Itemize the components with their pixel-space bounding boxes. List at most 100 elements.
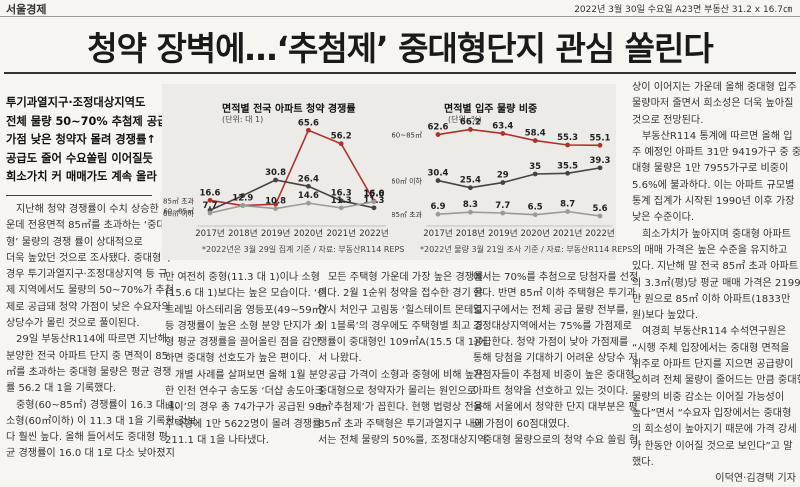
data-label: 66.2 — [460, 117, 481, 127]
article-line: 한다. 반면 85㎡ 이하 주택형은 투기과 — [473, 288, 636, 300]
data-label: 15.6 — [364, 190, 385, 200]
article-line: 한 인천 연수구 송도동 ‘더샵 송도아크 — [165, 386, 324, 398]
article-line: 등 경쟁률이 높은 소형 분양 단지가 소 — [165, 320, 324, 332]
data-point — [500, 180, 506, 185]
data-label: 7.7 — [202, 201, 217, 211]
article-line: (15.6 대 1)보다는 높은 모습이다. ‘센 — [165, 288, 327, 300]
data-label: 11.3 — [331, 196, 352, 206]
chart-title: 면적별 전국 아파트 청약 경쟁률 — [222, 104, 356, 115]
article-line: 서는 전체 물량의 50%를, 조정대상지역 — [318, 434, 487, 446]
x-tick-label: 2021년 — [553, 228, 582, 239]
data-label: 39.3 — [590, 156, 611, 166]
article-line: 중대형 물량으로의 청약 수요 쏠림 현 — [483, 434, 639, 446]
data-label: 65.6 — [298, 118, 319, 128]
chart-title: 면적별 입주 물량 비중 — [444, 104, 538, 115]
data-point — [207, 197, 213, 203]
article-line: 물량의 비중 감소는 이어질 가능성이 — [632, 391, 785, 403]
data-point — [565, 170, 570, 176]
x-tick-label: 2022년 — [359, 228, 388, 239]
data-point — [532, 212, 538, 218]
data-label: 29 — [497, 171, 509, 181]
subhead: 투기과열지구·조정대상지역도 — [6, 96, 146, 109]
article-line: 오히려 전체 물량이 줄어드는 만큼 중대형 — [632, 375, 800, 387]
data-point — [435, 178, 441, 183]
article-line: 는 ‘추첨제’가 꼽힌다. 현행 법령상 전용 — [318, 402, 483, 414]
subhead: 가점 낮은 청약자 몰려 경쟁률↑ — [6, 133, 156, 147]
article-line: 5.6%에 불과하다. 이는 아파트 규모별 — [632, 179, 795, 191]
data-point — [338, 198, 344, 204]
article-line: 것으로 전망된다. — [632, 114, 704, 126]
chart-unit: (단위: 대 1) — [222, 115, 264, 124]
article-line: 형’ 물량의 경쟁 률이 상대적으로 — [6, 236, 143, 248]
series-label: 60~85㎡ — [163, 207, 194, 215]
data-label: 30.8 — [265, 168, 286, 178]
article-line: 물량마저 줄면서 희소성은 더욱 높아질 — [632, 98, 794, 110]
series-line — [209, 129, 375, 207]
subhead-rule — [6, 194, 152, 196]
article-line: 아파트 청약을 선호하고 있는 것이다. — [473, 386, 629, 398]
article-line: 쟁률이 중대형인 109㎡A(15.5 대 1)에 — [318, 337, 488, 349]
data-point — [500, 210, 506, 216]
article-line: 높다”면서 “수요자 입장에서는 중대형 — [632, 407, 792, 419]
article-line: 경우 투기과열지구·조정대상지역 등 규 — [6, 269, 168, 281]
article-line: 개별 사례를 살펴보면 올해 1월 분양 — [175, 369, 328, 381]
data-point — [338, 141, 344, 147]
article-line: 211.1 대 1을 나타냈다. — [165, 434, 269, 446]
article-line: 조정대상지역에서는 75%를 가점제로 — [473, 320, 632, 332]
article-line: 만 여전히 중형(11.3 대 1)이나 소형 — [165, 272, 320, 283]
data-label: 6.9 — [430, 202, 445, 212]
article-line: 더욱 높았던 것으로 조사됐다. 중대형의 — [6, 252, 171, 264]
article-line: 통계 집계가 시작된 1990년 이후 가장 — [632, 196, 795, 208]
data-label: 5.6 — [592, 204, 607, 214]
data-point — [532, 138, 538, 143]
data-label: 10.8 — [265, 197, 286, 207]
data-point — [597, 165, 603, 171]
data-label: 14.6 — [298, 191, 319, 201]
data-point — [240, 203, 246, 208]
article-line: 올해 서울에서 청약한 단지 대부분은 평 — [473, 402, 638, 414]
data-label: 55.1 — [590, 133, 611, 143]
article-line: 있다. 지난해 말 전국 85㎡ 초과 아파트 — [632, 261, 799, 273]
article-line: 인시 처인구 고림동 ‘힐스테이트 몬테로 — [318, 304, 483, 316]
x-tick-label: 2019년 — [261, 228, 290, 239]
chart-supply-share: 면적별 입주 물량 비중 (단위: %) 2017년 2018년 2019년 2020… — [392, 84, 632, 260]
article-line: 에서는 70%를 추첨으로 당첨자를 선정 — [473, 272, 639, 283]
article-line: ㎡를 초과하는 중대형 물량은 평균 경쟁 — [6, 366, 172, 378]
data-point — [532, 171, 538, 177]
article-column-5: 상이 이어지는 가운데 올해 중대형 입주 물량마저 줄면서 희소성은 더욱 높아… — [632, 80, 800, 487]
article-line: 이덕연·김경택 기자 — [715, 473, 796, 485]
series-line — [437, 128, 601, 147]
dateline: 2022년 3월 30일 수요일 A23면 부동산 31.2 x 16.7㎝ — [574, 5, 792, 15]
article-line: 의 희소성이 높아지기 때문에 가격 강세 — [632, 424, 797, 436]
data-label: 35.5 — [557, 161, 578, 171]
data-point — [306, 200, 311, 206]
article-line: 운데 전용면적 85㎡를 초과하는 ‘중대 — [6, 220, 166, 232]
data-point — [597, 213, 603, 219]
series-line — [209, 179, 375, 212]
article-line: 서 나왔다. — [318, 353, 362, 365]
data-label: 56.2 — [331, 132, 352, 142]
article-line: 트레빌 아스테리움 영등포(49~59㎡)’ — [165, 304, 329, 316]
article-line: 공급한다. 청약 가점이 낮아 가점제를 — [473, 337, 629, 349]
article-line: 주택형에 1만 5622명이 몰려 경쟁률 — [165, 418, 322, 430]
data-label: 35 — [529, 162, 541, 172]
x-tick-label: 2022년 — [585, 228, 614, 239]
data-label: 12.9 — [232, 194, 253, 204]
data-label: 16.6 — [200, 188, 221, 198]
headline: 청약 장벽에…‘추첨제’ 중대형단지 관심 쏠린다 — [87, 29, 714, 68]
chart-competition-rate: 면적별 전국 아파트 청약 경쟁률 (단위: 대 1) 2017년 2018년 20… — [162, 84, 404, 260]
data-point — [273, 177, 278, 183]
masthead: 서울경제 — [6, 3, 47, 16]
data-label: 8.3 — [463, 200, 478, 210]
article-line: 하면 중대형 선호도가 높은 편이다. — [165, 353, 312, 365]
article-line: 29일 부동산R114에 따르면 지난해 — [16, 334, 167, 346]
chart-svg: 2017년 2018년 2019년 2020년 2021년 2022년 62.6 66.2 63… — [392, 117, 615, 239]
article-column-3: 모든 주택형 가운데 가장 높은 경쟁률 이다. 2월 1순위 청약을 접수한 경… — [318, 270, 488, 449]
data-label: 55.3 — [557, 133, 578, 143]
x-tick-label: 2019년 — [488, 228, 517, 239]
chart-unit: (단위: %) — [448, 115, 482, 124]
x-tick-label: 2018년 — [228, 228, 257, 239]
data-label: 7.7 — [495, 201, 510, 211]
data-point — [306, 183, 311, 189]
